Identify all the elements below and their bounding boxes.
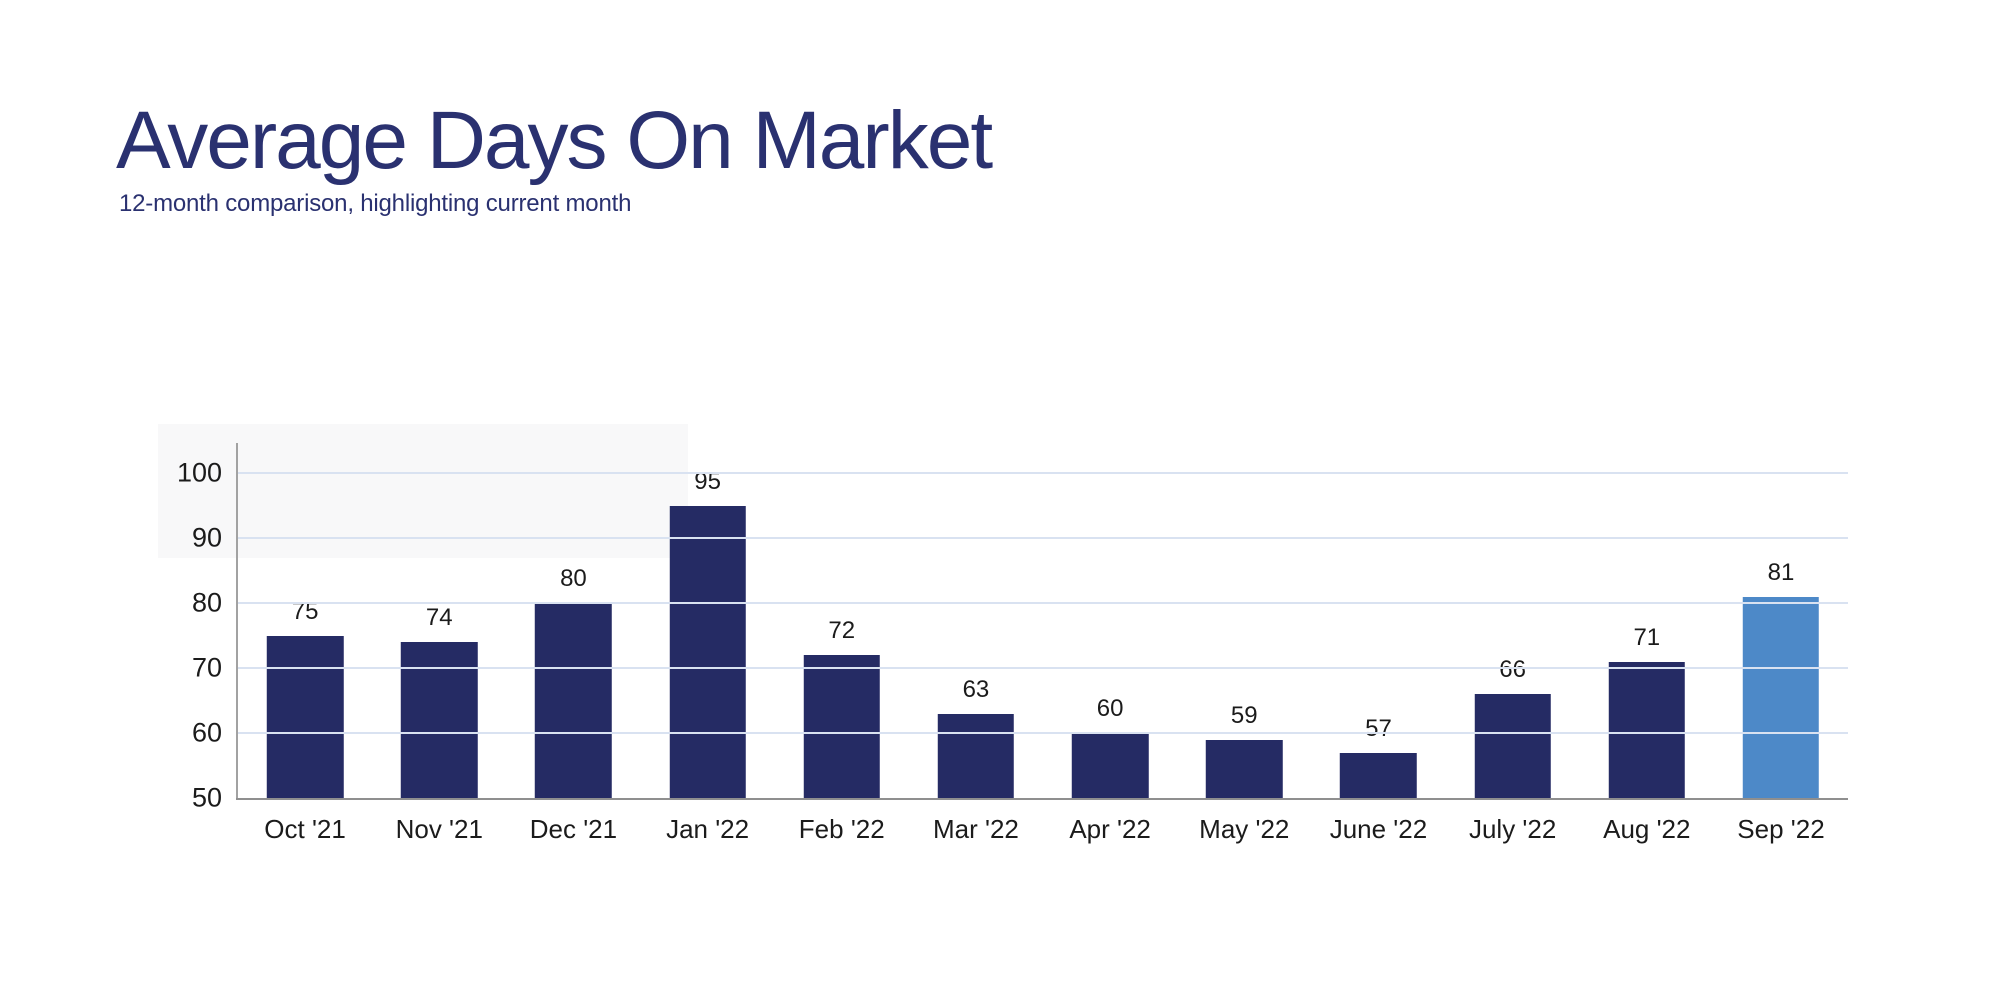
x-axis-label: Oct '21: [264, 814, 346, 844]
y-tick-label: 80: [191, 587, 222, 618]
bar-column: 57 June '22: [1311, 443, 1445, 845]
bar-value-label: 81: [1767, 558, 1795, 586]
y-tick-label: 100: [176, 457, 222, 488]
chart-subtitle: 12-month comparison, highlighting curren…: [119, 190, 632, 217]
bar-column: 66 July '22: [1446, 443, 1580, 844]
bar-column: 81 Sep '22: [1714, 443, 1848, 845]
x-axis-label: Nov '21: [395, 814, 483, 844]
x-axis-label: Aug '22: [1603, 814, 1691, 844]
bar-column: 72 Feb '22: [775, 443, 909, 844]
x-axis-label: July '22: [1468, 814, 1557, 844]
gridline: [238, 602, 1848, 604]
x-axis-label: Sep '22: [1737, 814, 1825, 844]
bar-value-label: 72: [828, 617, 856, 644]
bar-column: 71 Aug '22: [1580, 443, 1714, 845]
y-axis: 50 60 70 80 90 100: [100, 443, 222, 811]
x-axis-line: [236, 798, 1848, 800]
bar-value-label: 74: [425, 604, 453, 631]
bar-column: 63 Mar '22: [909, 443, 1043, 845]
bar-value-label: 59: [1230, 701, 1258, 729]
bar: [669, 505, 746, 798]
bar-column: 59 May '22: [1177, 443, 1311, 845]
y-axis-line: [236, 443, 238, 798]
bar-column: 95 Jan '22: [641, 443, 775, 845]
bar-value-label: 60: [1096, 695, 1124, 722]
bar: [803, 655, 880, 798]
y-tick-label: 90: [191, 522, 222, 553]
bar: [266, 635, 344, 798]
bar-column: 60 Apr '22: [1043, 443, 1177, 844]
y-tick-label: 60: [191, 717, 222, 748]
bar: [937, 713, 1015, 798]
x-axis-label: Feb '22: [798, 814, 885, 844]
bar-column: 80 Dec '21: [506, 443, 640, 844]
bar: [1474, 694, 1551, 798]
x-axis-label: Jan '22: [666, 814, 750, 844]
background-panel: [158, 424, 688, 558]
bar: [401, 642, 478, 798]
bar-columns: 75 Oct '21 74 Nov '21 80 Dec '21 95 Jan '22 72 Fe…: [238, 443, 1848, 845]
bar-value-label: 66: [1499, 656, 1526, 683]
bar-value-label: 63: [962, 675, 990, 703]
x-axis-label: Mar '22: [932, 814, 1019, 844]
bar-value-label: 80: [560, 565, 587, 592]
gridline: [238, 732, 1848, 734]
y-tick-label: 50: [191, 782, 222, 813]
x-axis-label: June '22: [1329, 814, 1428, 844]
y-tick-label: 70: [191, 652, 222, 683]
bar-column: 75 Oct '21: [238, 443, 372, 845]
gridline: [238, 667, 1848, 669]
x-axis-label: Apr '22: [1069, 814, 1151, 844]
bar-value-label: 57: [1365, 714, 1392, 742]
plot-area: 75 Oct '21 74 Nov '21 80 Dec '21 95 Jan '22 72 Fe…: [236, 443, 1848, 845]
x-axis-label: Dec '21: [529, 814, 618, 844]
bar-value-label: 71: [1633, 623, 1661, 651]
bar: [1071, 733, 1149, 798]
gridline: [238, 537, 1848, 539]
gridline: [238, 472, 1848, 474]
bar-column: 74 Nov '21: [372, 443, 506, 844]
bar-highlighted: [1742, 596, 1820, 798]
x-axis-label: May '22: [1199, 814, 1290, 844]
bar: [1206, 739, 1283, 798]
bar: [535, 603, 612, 798]
bar: [1340, 752, 1417, 798]
bar: [1608, 661, 1686, 798]
chart-title: Average Days On Market: [116, 95, 993, 186]
